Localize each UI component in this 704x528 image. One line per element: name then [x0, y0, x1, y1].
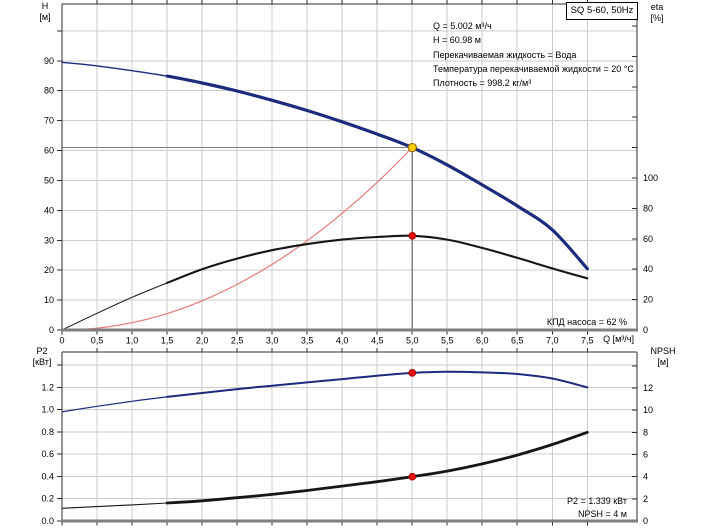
- x-tick-label: 3,5: [301, 336, 314, 346]
- x-tick-label: 2,5: [231, 336, 244, 346]
- eta-axis-label: eta [%]: [640, 2, 674, 24]
- y-left-tick-label: 30: [44, 235, 54, 245]
- x-tick-label: 0: [59, 336, 64, 346]
- p2-note: P2 = 1.339 кВт: [566, 496, 627, 506]
- efficiency-curve-thick: [166, 234, 589, 284]
- eta-axis-unit: [%]: [650, 13, 664, 23]
- x-tick-label: 6,0: [476, 336, 489, 346]
- p2-axis-label: P2 [кВт]: [24, 346, 60, 368]
- y-right-tick-label: 40: [643, 264, 653, 274]
- p2-axis-name: P2: [36, 346, 48, 356]
- system-curve: [61, 147, 413, 331]
- y-right-tick-label: 100: [643, 173, 658, 183]
- duty-info-liquid: Перекачиваемая жидкость = Вода: [433, 49, 577, 60]
- h-axis-name: H: [41, 1, 49, 11]
- npsh-axis-label: NPSH [м]: [644, 346, 682, 368]
- y-left-tick-label: 80: [44, 86, 54, 96]
- h-axis-unit: [м]: [39, 12, 51, 22]
- x-tick-label: 7,5: [581, 336, 594, 346]
- y-left-tick-label: 60: [44, 146, 54, 156]
- x-tick-label: 5,0: [406, 336, 419, 346]
- y-right-tick-label: 4: [643, 472, 648, 482]
- npsh-curve-thick: [165, 430, 589, 505]
- y-right-tick-label: 12: [643, 383, 653, 393]
- q-axis-label: Q [м³/ч]: [603, 334, 634, 344]
- p2-curve-thin: [61, 396, 168, 413]
- x-tick-label: 6,5: [511, 336, 524, 346]
- duty-info-temperature: Температура перекачиваемой жидкости = 20…: [433, 63, 634, 74]
- y-left-tick-label: 0.6: [41, 449, 54, 459]
- npsh-curve-thin: [61, 502, 168, 509]
- x-tick-label: 3,0: [266, 336, 279, 346]
- y-left-tick-label: 20: [44, 265, 54, 275]
- h-axis-label: H [м]: [28, 1, 62, 23]
- p2-point: [408, 369, 417, 377]
- y-left-tick-label: 0.2: [41, 494, 54, 504]
- head-curve-thick: [165, 74, 589, 271]
- y-left-tick-label: 40: [44, 205, 54, 215]
- p2-axis-unit: [кВт]: [32, 357, 52, 367]
- duty-info-block: Q = 5.002 м³/ч H = 60.98 м Перекачиваема…: [433, 19, 634, 90]
- y-left-tick-label: 50: [44, 176, 54, 186]
- x-tick-label: 1,5: [161, 336, 174, 346]
- y-right-tick-label: 2: [643, 494, 648, 504]
- duty-point: [407, 142, 417, 153]
- y-left-tick-label: 1.0: [41, 405, 54, 415]
- p2-curve-thick: [166, 370, 589, 398]
- duty-info-density: Плотность = 998.2 кг/м³: [433, 78, 532, 89]
- x-tick-label: 4,5: [371, 336, 384, 346]
- efficiency-point: [408, 231, 417, 240]
- y-right-tick-label: 10: [643, 405, 653, 415]
- y-left-tick-label: 0.0: [41, 516, 54, 526]
- x-tick-label: 1,0: [126, 336, 139, 346]
- eta-axis-name: eta: [650, 2, 664, 12]
- npsh-note: NPSH = 4 м: [578, 509, 627, 519]
- x-tick-label: 7,0: [546, 336, 559, 346]
- npsh-point: [408, 472, 417, 481]
- duty-info-flow: Q = 5.002 м³/ч: [433, 21, 492, 31]
- x-tick-label: 2,0: [196, 336, 209, 346]
- x-tick-label: 0,5: [91, 336, 104, 346]
- efficiency-curve-thin: [61, 282, 168, 331]
- efficiency-note: КПД насоса = 62 %: [546, 317, 627, 327]
- y-right-tick-label: 6: [643, 450, 648, 460]
- y-left-tick-label: 90: [44, 56, 54, 66]
- y-left-tick-label: 0.8: [41, 427, 54, 437]
- duty-info-head: H = 60.98 м: [433, 35, 481, 46]
- pump-model-badge: SQ 5-60, 50Hz: [566, 2, 638, 20]
- y-left-tick-label: 0.4: [41, 472, 54, 482]
- npsh-axis-unit: [м]: [657, 357, 669, 367]
- y-left-tick-label: 0: [49, 325, 54, 335]
- npsh-axis-name: NPSH: [650, 346, 676, 356]
- y-right-tick-label: 0: [643, 516, 648, 526]
- y-right-tick-label: 8: [643, 427, 648, 437]
- y-right-tick-label: 20: [643, 295, 653, 305]
- x-tick-label: 4,0: [336, 336, 349, 346]
- y-right-tick-label: 60: [643, 234, 653, 244]
- y-left-tick-label: 70: [44, 116, 54, 126]
- y-right-tick-label: 0: [643, 325, 648, 335]
- x-tick-label: 5,5: [441, 336, 454, 346]
- y-left-tick-label: 1.2: [41, 382, 54, 392]
- head-curve-thin: [61, 61, 168, 77]
- y-left-tick-label: 10: [44, 295, 54, 305]
- y-right-tick-label: 80: [643, 203, 653, 213]
